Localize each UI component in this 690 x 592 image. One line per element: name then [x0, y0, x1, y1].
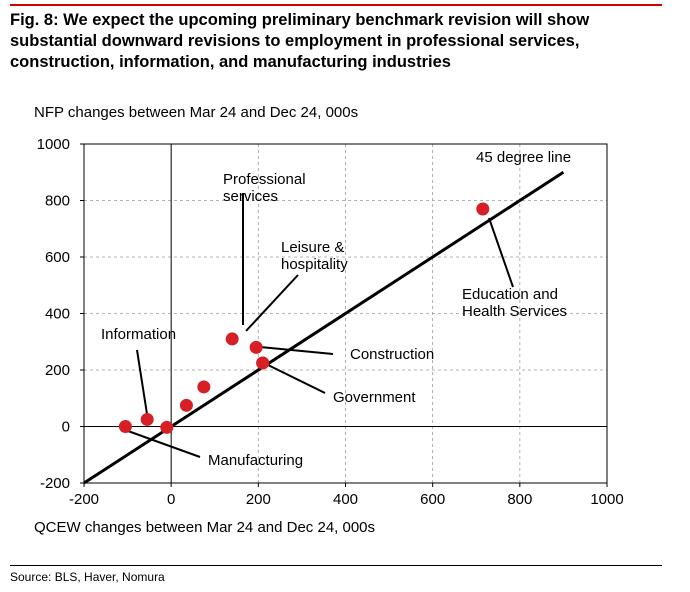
- x-tick-label-800: 800: [507, 491, 532, 508]
- data-point-4: [197, 380, 211, 394]
- annotation-manuf-line-0: Manufacturing: [208, 452, 303, 469]
- leader-line-constr: [259, 346, 334, 355]
- y-tick-label-800: 800: [45, 193, 70, 210]
- x-axis-label: QCEW changes between Mar 24 and Dec 24, …: [34, 519, 376, 536]
- data-point-5: [225, 332, 239, 346]
- annotation-info-line-0: Information: [101, 326, 176, 343]
- leader-line-info: [136, 349, 148, 415]
- leader-line-leisure: [245, 274, 299, 332]
- figure-title-line-2: substantial downward revisions to employ…: [10, 32, 580, 50]
- annotation-edu-line-0: Education and: [462, 286, 558, 303]
- annotation-prof-line-1: services: [223, 188, 278, 205]
- annotation-prof: Professional services: [223, 171, 306, 205]
- annotation-manuf: Manufacturing: [208, 452, 303, 469]
- annotation-leisure: Leisure & hospitality: [281, 239, 348, 273]
- annotation-prof-line-0: Professional: [223, 171, 306, 188]
- x-tick-label-200: 200: [246, 491, 271, 508]
- data-point-8: [256, 356, 270, 370]
- annotation-leaders: [127, 193, 514, 458]
- leader-line-manuf: [127, 430, 201, 458]
- annotation-edu-line-1: Health Services: [462, 303, 567, 320]
- forty-five-degree-label: 45 degree line: [476, 149, 571, 166]
- x-tick-label-400: 400: [333, 491, 358, 508]
- source-note: Source: BLS, Haver, Nomura: [10, 570, 165, 584]
- data-points: [118, 202, 490, 434]
- figure-title: Fig. 8: We expect the upcoming prelimina…: [10, 10, 670, 73]
- data-point-1: [140, 412, 154, 426]
- y-tick-label-0: 0: [62, 419, 70, 436]
- y-tick-label-600: 600: [45, 249, 70, 266]
- annotation-constr: Construction: [350, 346, 434, 363]
- x-tick-label-1000: 1000: [590, 491, 623, 508]
- data-point-2: [160, 420, 174, 434]
- y-tick-label--200: -200: [40, 475, 70, 492]
- y-tick-label-200: 200: [45, 362, 70, 379]
- footer-rule: [10, 565, 662, 566]
- annotation-leisure-line-0: Leisure &: [281, 239, 344, 256]
- title-top-rule: [10, 4, 662, 6]
- leader-line-edu: [488, 217, 514, 288]
- x-tick-label--200: -200: [69, 491, 99, 508]
- x-tick-label-600: 600: [420, 491, 445, 508]
- tick-labels: -200 0 200 400 600 800 1000 -200 0 200 400 600 800 10…: [37, 136, 624, 508]
- data-point-6: [249, 340, 263, 354]
- data-point-9: [476, 202, 490, 216]
- y-axis-label: NFP changes between Mar 24 and Dec 24, 0…: [34, 104, 359, 121]
- data-point-3: [179, 398, 193, 412]
- annotation-gov-line-0: Government: [333, 389, 416, 406]
- figure-title-line-3: construction, information, and manufactu…: [10, 53, 451, 71]
- y-tick-label-1000: 1000: [37, 136, 70, 153]
- annotation-edu: Education and Health Services: [462, 286, 567, 320]
- x-tick-label-0: 0: [167, 491, 175, 508]
- annotation-gov: Government: [333, 389, 416, 406]
- annotation-constr-line-0: Construction: [350, 346, 434, 363]
- y-tick-label-400: 400: [45, 306, 70, 323]
- annotation-labels: Professional services Leisure & hospitality…: [101, 171, 567, 469]
- figure-title-line-1: Fig. 8: We expect the upcoming prelimina…: [10, 11, 590, 29]
- annotation-info: Information: [101, 326, 176, 343]
- leader-line-gov: [267, 364, 326, 394]
- data-point-0: [118, 420, 132, 433]
- annotation-leisure-line-1: hospitality: [281, 256, 348, 273]
